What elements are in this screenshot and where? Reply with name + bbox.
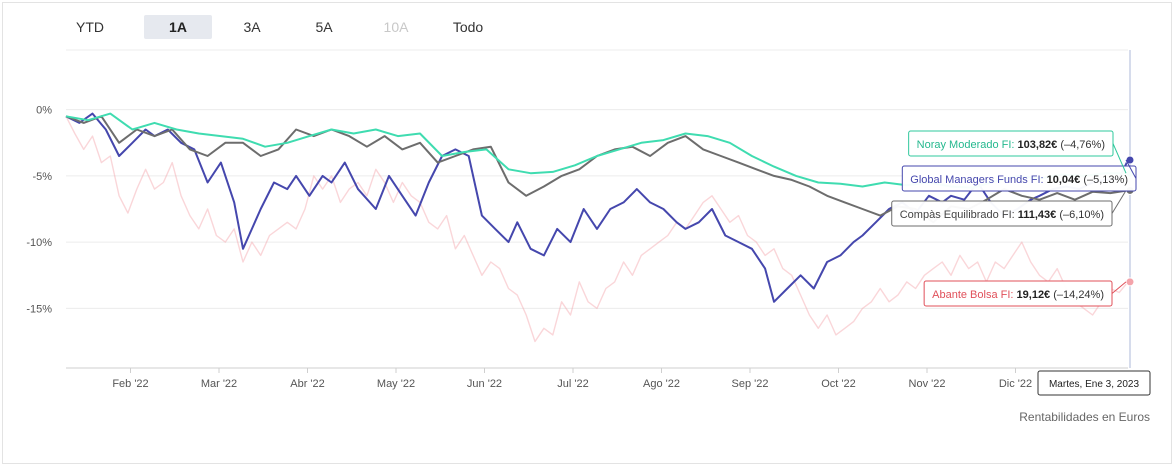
tab-todo[interactable]: Todo (452, 19, 484, 35)
x-tick-label: Oct '22 (821, 378, 856, 390)
tooltip-connector (1112, 143, 1127, 174)
tooltip-text: Compàs Equilibrado FI: 111,43€ (–6,10%) (900, 209, 1104, 221)
tooltip-connector (1125, 159, 1137, 179)
x-tick-label: Ago '22 (643, 378, 680, 390)
tooltip-connector (1111, 281, 1127, 294)
series-marker (1125, 277, 1135, 287)
x-tick-label: Dic '22 (999, 378, 1032, 390)
tab-ytd[interactable]: YTD (76, 19, 104, 35)
tooltip-series-name: Abante Bolsa FI: (932, 289, 1016, 301)
x-tick-label: Jun '22 (467, 378, 502, 390)
hover-crosshair: Martes, Ene 3, 2023 (1037, 50, 1151, 396)
tab-3a[interactable]: 3A (243, 19, 261, 35)
tab-1a[interactable]: 1A (144, 15, 212, 39)
tooltip-series-name: Global Managers Funds FI: (910, 174, 1046, 186)
tooltip-change: (–6,10%) (1056, 209, 1104, 221)
series-line-global-managers-funds-fi[interactable] (65, 112, 1129, 303)
tab-5a[interactable]: 5A (315, 19, 333, 35)
y-tick-label: 0% (36, 105, 52, 117)
x-tick-label: Jul '22 (557, 378, 588, 390)
tab-10a: 10A (383, 19, 409, 35)
tooltip-value: 19,12€ (1017, 289, 1051, 301)
tooltip-change: (–4,76%) (1057, 139, 1105, 151)
tooltip-value: 10,04€ (1047, 174, 1081, 186)
tooltip-series-name: Compàs Equilibrado FI: (900, 209, 1018, 221)
series-tooltips: Compàs Equilibrado FI: 111,43€ (–6,10%) A… (891, 130, 1137, 307)
y-axis: 0% -5% -10% -15% (26, 105, 52, 316)
date-label-box (1037, 370, 1151, 396)
tooltip-comp-s-equilibrado-fi: Compàs Equilibrado FI: 111,43€ (–6,10%) (891, 190, 1127, 227)
y-tick-label: -10% (26, 237, 52, 249)
x-axis: Feb '22 Mar '22 Abr '22 May '22 Jun '22 Jul '… (112, 368, 1032, 390)
y-tick-label: -5% (32, 171, 52, 183)
series-line-abante-bolsa-fi[interactable] (65, 115, 1129, 343)
tooltip-noray-moderado-fi: Noray Moderado FI: 103,82€ (–4,76%) (908, 130, 1127, 174)
x-tick-label: Sep '22 (732, 378, 769, 390)
tooltip-change: (–14,24%) (1050, 289, 1104, 301)
x-tick-label: Feb '22 (112, 378, 148, 390)
tooltip-value: 103,82€ (1018, 139, 1058, 151)
date-label: Martes, Ene 3, 2023 (1049, 379, 1139, 390)
tooltip-global-managers-funds-fi: Global Managers Funds FI: 10,04€ (–5,13%… (901, 159, 1137, 192)
tooltip-connector (1111, 190, 1127, 214)
x-tick-label: Mar '22 (201, 378, 237, 390)
tooltip-change: (–5,13%) (1080, 174, 1128, 186)
y-tick-label: -15% (26, 303, 52, 315)
x-tick-label: May '22 (377, 378, 415, 390)
tooltip-text: Noray Moderado FI: 103,82€ (–4,76%) (917, 139, 1105, 151)
tooltip-series-name: Noray Moderado FI: (917, 139, 1018, 151)
currency-note: Rentabilidades en Euros (1019, 410, 1150, 424)
x-tick-label: Nov '22 (909, 378, 946, 390)
tooltip-text: Abante Bolsa FI: 19,12€ (–14,24%) (932, 289, 1104, 301)
x-tick-label: Abr '22 (290, 378, 325, 390)
tooltip-text: Global Managers Funds FI: 10,04€ (–5,13%… (910, 174, 1128, 186)
tooltip-value: 111,43€ (1018, 209, 1057, 221)
tooltip-abante-bolsa-fi: Abante Bolsa FI: 19,12€ (–14,24%) (923, 280, 1127, 307)
